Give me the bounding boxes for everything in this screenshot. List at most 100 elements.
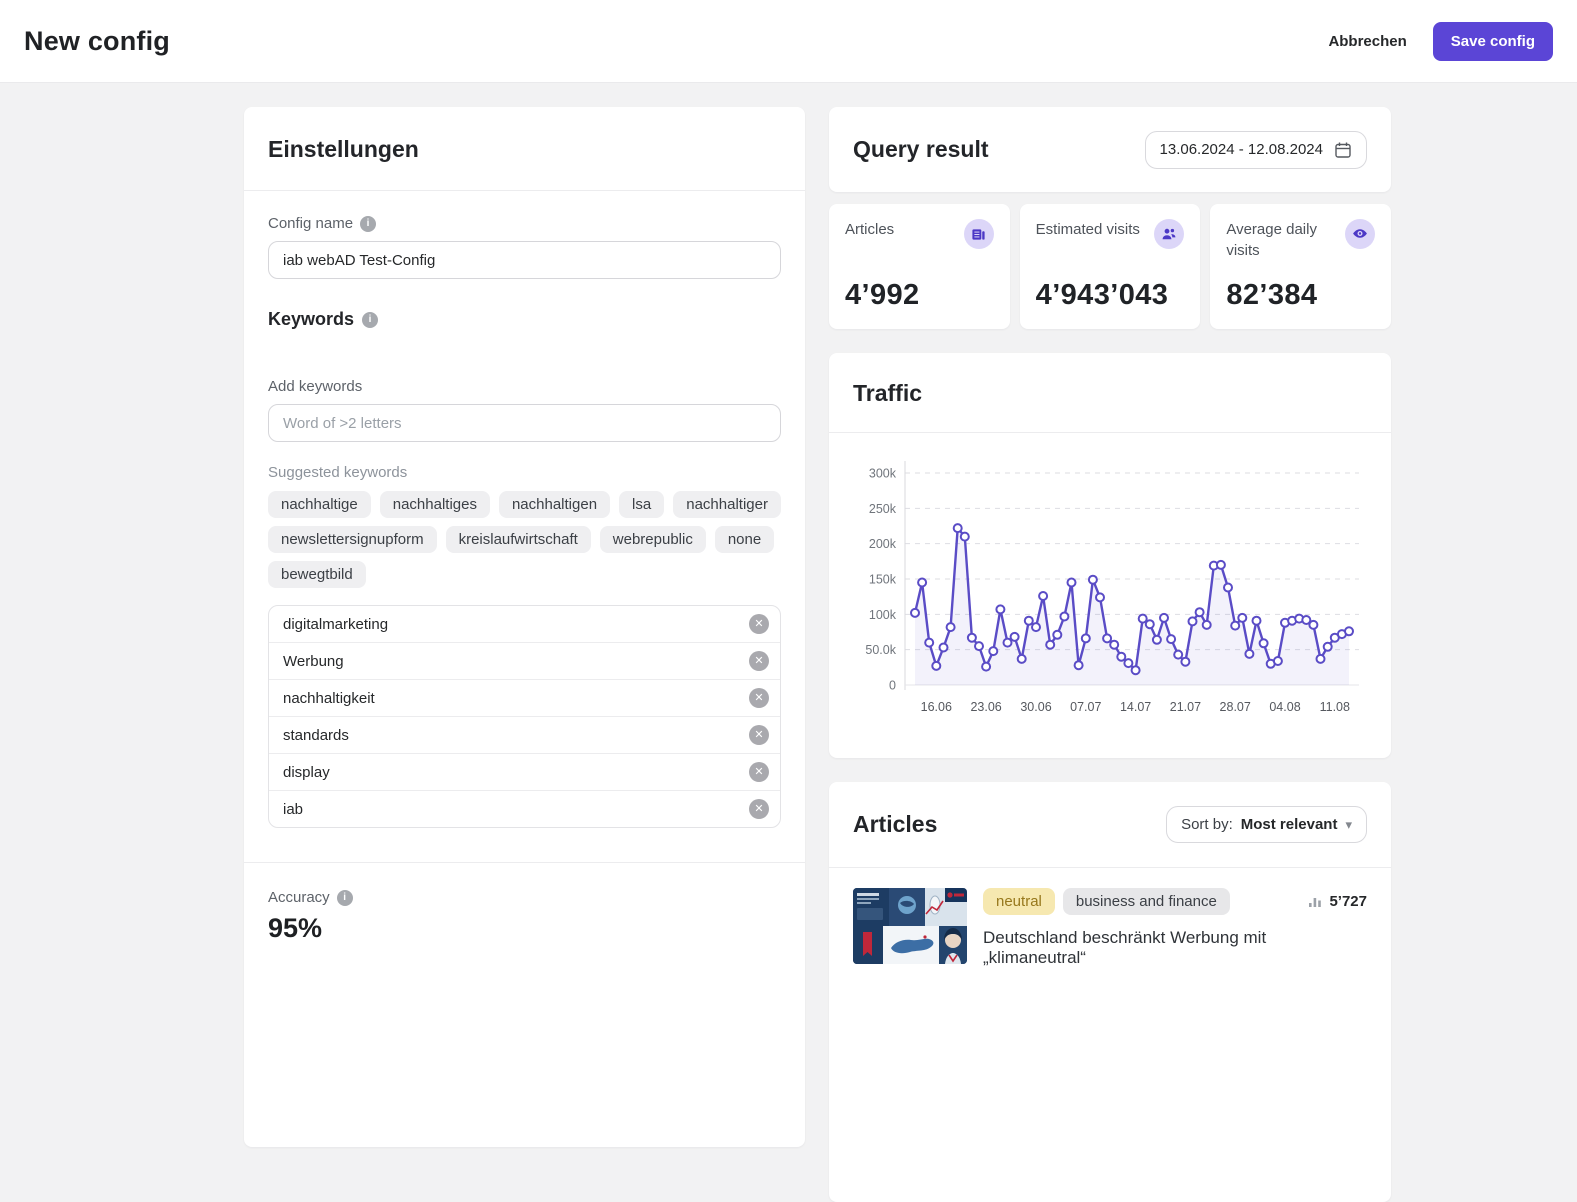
save-config-button[interactable]: Save config bbox=[1433, 22, 1553, 61]
svg-text:04.08: 04.08 bbox=[1269, 700, 1300, 714]
article-headline: Deutschland beschränkt Werbung mit „klim… bbox=[983, 928, 1367, 968]
traffic-chart: 0 50.0k 100k 150k 200k 250k 300k 16.06 23.06 30.0… bbox=[829, 433, 1391, 758]
top-bar: New config Abbrechen Save config bbox=[0, 0, 1577, 83]
suggested-keyword-chip[interactable]: nachhaltiges bbox=[380, 491, 490, 518]
svg-text:100k: 100k bbox=[869, 608, 897, 622]
close-icon[interactable]: ✕ bbox=[749, 688, 769, 708]
top-bar-actions: Abbrechen Save config bbox=[1328, 22, 1553, 61]
query-result-card: Query result 13.06.2024 - 12.08.2024 bbox=[829, 107, 1391, 192]
articles-title: Articles bbox=[853, 811, 937, 838]
traffic-title: Traffic bbox=[853, 380, 1367, 407]
stat-card-average-daily-visits: Average daily visits 82’384 bbox=[1210, 204, 1391, 329]
divider bbox=[244, 190, 805, 191]
selected-keyword-label: Werbung bbox=[283, 653, 344, 670]
suggested-keyword-chip[interactable]: kreislaufwirtschaft bbox=[446, 526, 591, 553]
chevron-down-icon: ▾ bbox=[1345, 817, 1352, 833]
svg-text:14.07: 14.07 bbox=[1120, 700, 1151, 714]
accuracy-label: Accuracy i bbox=[268, 889, 781, 906]
divider bbox=[244, 862, 805, 863]
suggested-keyword-chip[interactable]: bewegtbild bbox=[268, 561, 366, 588]
article-details: neutral business and finance 5’727 Deuts… bbox=[983, 888, 1367, 968]
selected-keyword-row: iab ✕ bbox=[269, 790, 780, 827]
article-list-item[interactable]: neutral business and finance 5’727 Deuts… bbox=[829, 868, 1391, 988]
close-icon[interactable]: ✕ bbox=[749, 725, 769, 745]
svg-text:200k: 200k bbox=[869, 537, 897, 551]
svg-text:21.07: 21.07 bbox=[1170, 700, 1201, 714]
svg-text:300k: 300k bbox=[869, 467, 897, 481]
selected-keyword-label: digitalmarketing bbox=[283, 616, 388, 633]
suggested-keyword-chip[interactable]: webrepublic bbox=[600, 526, 706, 553]
info-icon[interactable]: i bbox=[337, 890, 353, 906]
svg-text:250k: 250k bbox=[869, 502, 897, 516]
stat-value: 4’943’043 bbox=[1036, 279, 1185, 312]
config-name-input[interactable] bbox=[268, 241, 781, 279]
suggested-keyword-chip[interactable]: nachhaltigen bbox=[499, 491, 610, 518]
config-name-label: Config name i bbox=[268, 215, 781, 232]
svg-text:150k: 150k bbox=[869, 573, 897, 587]
suggested-keywords-label: Suggested keywords bbox=[268, 464, 781, 481]
stat-card-estimated-visits: Estimated visits 4’943’043 bbox=[1020, 204, 1201, 329]
suggested-keyword-chip[interactable]: nachhaltige bbox=[268, 491, 371, 518]
selected-keyword-row: nachhaltigkeit ✕ bbox=[269, 679, 780, 716]
stat-value: 4’992 bbox=[845, 279, 994, 312]
selected-keyword-label: display bbox=[283, 764, 330, 781]
close-icon[interactable]: ✕ bbox=[749, 614, 769, 634]
suggested-keyword-chip[interactable]: newslettersignupform bbox=[268, 526, 437, 553]
traffic-card: Traffic 0 50.0k 100k 150k 200k 250k 300k 16.06 2… bbox=[829, 353, 1391, 758]
svg-text:23.06: 23.06 bbox=[970, 700, 1001, 714]
svg-text:0: 0 bbox=[889, 679, 896, 693]
stat-value: 82’384 bbox=[1226, 279, 1375, 312]
date-range-value: 13.06.2024 - 12.08.2024 bbox=[1160, 141, 1323, 158]
results-column: Query result 13.06.2024 - 12.08.2024 Art… bbox=[829, 107, 1391, 1202]
main-content: Einstellungen Config name i Keywords i A… bbox=[0, 83, 1577, 950]
svg-text:16.06: 16.06 bbox=[921, 700, 952, 714]
bar-chart-icon bbox=[1308, 895, 1322, 908]
selected-keyword-row: digitalmarketing ✕ bbox=[269, 606, 780, 642]
query-result-title: Query result bbox=[853, 136, 989, 163]
sentiment-badge: neutral bbox=[983, 888, 1055, 915]
category-badge: business and finance bbox=[1063, 888, 1230, 915]
article-thumbnail bbox=[853, 888, 967, 964]
add-keywords-label: Add keywords bbox=[268, 378, 781, 395]
traffic-chart-svg: 0 50.0k 100k 150k 200k 250k 300k 16.06 23.06 30.0… bbox=[851, 445, 1367, 745]
selected-keyword-row: standards ✕ bbox=[269, 716, 780, 753]
info-icon[interactable]: i bbox=[362, 312, 378, 328]
settings-card: Einstellungen Config name i Keywords i A… bbox=[244, 107, 805, 1147]
suggested-keyword-chip[interactable]: lsa bbox=[619, 491, 664, 518]
selected-keyword-row: display ✕ bbox=[269, 753, 780, 790]
close-icon[interactable]: ✕ bbox=[749, 651, 769, 671]
add-keywords-input[interactable] bbox=[268, 404, 781, 442]
close-icon[interactable]: ✕ bbox=[749, 799, 769, 819]
selected-keyword-label: nachhaltigkeit bbox=[283, 690, 375, 707]
article-views-value: 5’727 bbox=[1329, 893, 1367, 910]
people-icon bbox=[1154, 219, 1184, 249]
keywords-heading: Keywords i bbox=[268, 309, 781, 330]
date-range-picker[interactable]: 13.06.2024 - 12.08.2024 bbox=[1145, 131, 1367, 169]
sort-label: Sort by: bbox=[1181, 816, 1233, 833]
articles-card: Articles Sort by: Most relevant ▾ bbox=[829, 782, 1391, 1202]
svg-text:28.07: 28.07 bbox=[1220, 700, 1251, 714]
page-title: New config bbox=[24, 26, 170, 57]
close-icon[interactable]: ✕ bbox=[749, 762, 769, 782]
article-views: 5’727 bbox=[1308, 893, 1367, 910]
svg-text:07.07: 07.07 bbox=[1070, 700, 1101, 714]
sort-value: Most relevant bbox=[1241, 816, 1338, 833]
svg-text:50.0k: 50.0k bbox=[865, 643, 896, 657]
eye-icon bbox=[1345, 219, 1375, 249]
svg-text:30.06: 30.06 bbox=[1020, 700, 1051, 714]
settings-title: Einstellungen bbox=[268, 136, 781, 163]
selected-keywords-list: digitalmarketing ✕ Werbung ✕ nachhaltigk… bbox=[268, 605, 781, 828]
stat-card-articles: Articles 4’992 bbox=[829, 204, 1010, 329]
stat-label: Average daily visits bbox=[1226, 219, 1339, 261]
cancel-button[interactable]: Abbrechen bbox=[1328, 33, 1406, 50]
info-icon[interactable]: i bbox=[360, 216, 376, 232]
sort-dropdown[interactable]: Sort by: Most relevant ▾ bbox=[1166, 806, 1367, 843]
suggested-keyword-chip[interactable]: nachhaltiger bbox=[673, 491, 781, 518]
suggested-keyword-chip[interactable]: none bbox=[715, 526, 774, 553]
stat-label: Estimated visits bbox=[1036, 219, 1140, 240]
stat-label: Articles bbox=[845, 219, 894, 240]
selected-keyword-label: iab bbox=[283, 801, 303, 818]
selected-keyword-label: standards bbox=[283, 727, 349, 744]
articles-icon bbox=[964, 219, 994, 249]
svg-text:11.08: 11.08 bbox=[1320, 700, 1350, 714]
